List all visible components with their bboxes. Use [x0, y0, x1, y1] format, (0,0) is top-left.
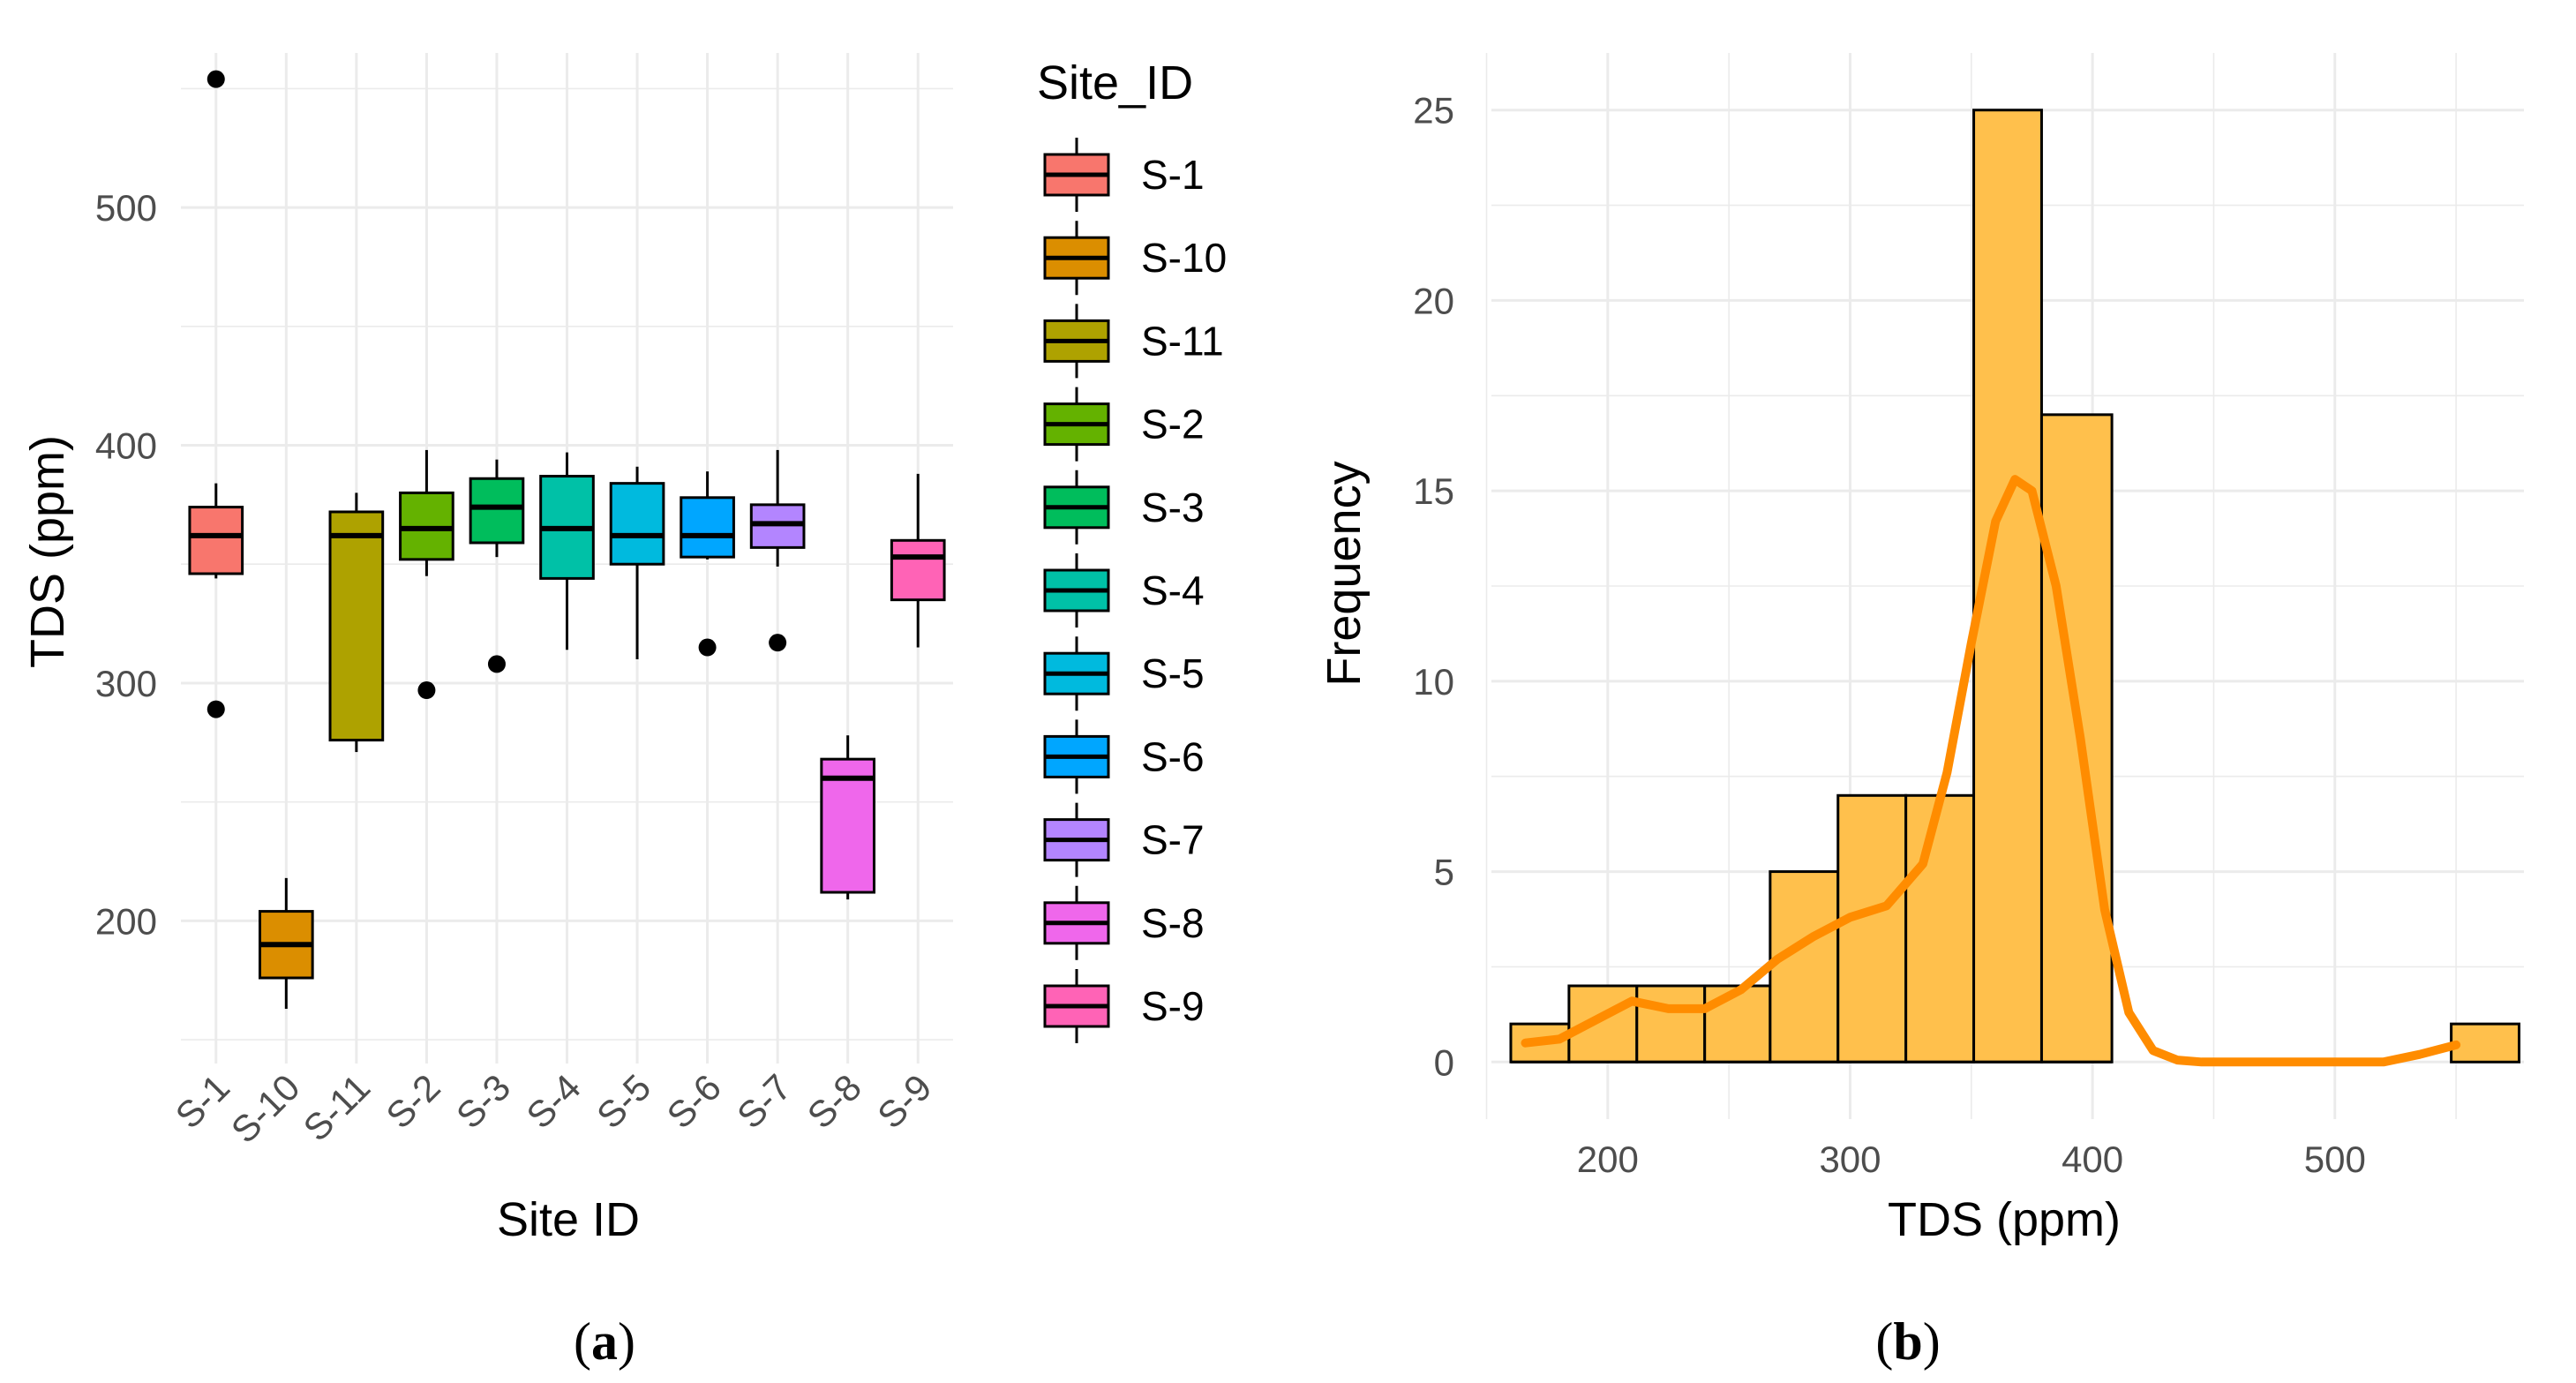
box-iqr	[609, 482, 665, 566]
outlier-point	[417, 681, 436, 700]
legend-label: S-1	[1141, 152, 1205, 198]
histogram-panel: 0 5 10 15 20 25 200 300 400 500 TDS (ppm) Freque…	[1318, 53, 2524, 1246]
y-tick-label: 10	[1413, 661, 1454, 703]
box-s-2	[399, 449, 454, 700]
boxplot-x-ticks: S-1S-10S-11 S-2 S-3 S-4 S-5 S-6 S-7 S-8 S-9	[168, 1066, 940, 1151]
legend-label: S-5	[1141, 650, 1205, 696]
box-s-4	[539, 452, 595, 650]
histogram-bar	[1703, 984, 1772, 1064]
histogram-x-axis-title: TDS (ppm)	[1888, 1193, 2121, 1246]
outlier-point	[207, 700, 225, 718]
box-iqr	[469, 477, 525, 545]
boxplot-y-ticks: 200 300 400 500	[95, 187, 157, 942]
x-tick-label: S-9	[869, 1066, 939, 1136]
x-tick-label: S-6	[659, 1066, 729, 1136]
density-line	[1521, 475, 2461, 1067]
y-tick-label: 0	[1434, 1041, 1454, 1083]
box-s-9	[890, 473, 946, 648]
box-s-3	[469, 459, 525, 673]
legend-label: S-2	[1141, 402, 1205, 447]
y-tick-label: 15	[1413, 470, 1454, 512]
box-iqr	[328, 510, 385, 742]
legend-item-s-6: S-6	[1043, 719, 1205, 794]
histogram-bar	[1836, 793, 1908, 1064]
box-s-10	[258, 877, 314, 1010]
y-tick-label: 20	[1413, 280, 1454, 321]
x-tick-label: 400	[2062, 1139, 2123, 1180]
box-s-7	[749, 449, 806, 652]
box-s-11	[328, 492, 385, 753]
boxplot-x-axis-title: Site ID	[497, 1193, 640, 1246]
legend-item-s-4: S-4	[1043, 553, 1205, 628]
outlier-point	[207, 70, 225, 88]
y-tick-label: 200	[95, 900, 157, 942]
y-tick-label: 5	[1434, 852, 1454, 893]
x-tick-label: S-2	[378, 1066, 447, 1136]
legend-item-s-3: S-3	[1043, 470, 1205, 545]
boxplot-y-axis-title: TDS (ppm)	[21, 435, 74, 668]
legend-label: S-11	[1141, 318, 1224, 364]
y-tick-label: 300	[95, 663, 157, 704]
x-tick-label: 300	[1819, 1139, 1881, 1180]
legend-item-s-5: S-5	[1043, 636, 1205, 711]
legend-label: S-6	[1141, 733, 1205, 779]
box-iqr	[188, 506, 244, 575]
box-iqr	[680, 496, 735, 559]
histogram-x-ticks: 200 300 400 500	[1577, 1139, 2366, 1180]
panel-label-a: (a)	[574, 1312, 635, 1371]
boxplot-legend: Site_ID S-1 S-10 S-11 S-2 S-3 S-4 S-5 S-6 S-7 S-8…	[1037, 56, 1227, 1043]
y-tick-label: 400	[95, 425, 157, 467]
histogram-bar	[1769, 870, 1840, 1064]
box-iqr	[890, 538, 946, 602]
y-tick-label: 500	[95, 187, 157, 229]
panel-label-b: (b)	[1875, 1312, 1940, 1371]
boxplot-boxes	[188, 70, 946, 1010]
legend-item-s-2: S-2	[1043, 387, 1205, 462]
histogram-bar	[2450, 1022, 2521, 1064]
legend-item-s-9: S-9	[1043, 969, 1205, 1043]
y-tick-label: 25	[1413, 90, 1454, 132]
histogram-bar	[1904, 793, 1976, 1064]
legend-label: S-3	[1141, 485, 1205, 530]
legend-item-s-8: S-8	[1043, 885, 1205, 960]
legend-label: S-7	[1141, 817, 1205, 863]
x-tick-label: S-11	[295, 1066, 378, 1149]
legend-label: S-10	[1141, 235, 1227, 281]
box-s-6	[680, 471, 735, 657]
histogram-y-axis-title: Frequency	[1318, 461, 1371, 686]
outlier-point	[487, 655, 506, 673]
x-tick-label: S-7	[729, 1066, 799, 1136]
legend-label: S-4	[1141, 567, 1205, 613]
box-s-5	[609, 466, 665, 659]
legend-label: S-9	[1141, 983, 1205, 1029]
x-tick-label: 500	[2304, 1139, 2366, 1180]
legend-item-s-7: S-7	[1043, 802, 1205, 877]
x-tick-label: S-5	[589, 1066, 658, 1136]
x-tick-label: S-8	[800, 1066, 869, 1136]
box-iqr	[820, 757, 876, 894]
x-tick-label: S-3	[448, 1066, 518, 1136]
histogram-y-ticks: 0 5 10 15 20 25	[1413, 90, 1454, 1084]
x-tick-label: 200	[1577, 1139, 1639, 1180]
outlier-point	[698, 638, 717, 657]
x-tick-label: S-4	[518, 1066, 588, 1136]
x-tick-label: S-10	[223, 1066, 308, 1151]
box-s-1	[188, 70, 244, 718]
legend-title: Site_ID	[1037, 56, 1193, 109]
legend-item-s-1: S-1	[1043, 138, 1205, 212]
legend-label: S-8	[1141, 900, 1205, 946]
outlier-point	[769, 634, 787, 652]
legend-item-s-11: S-11	[1043, 304, 1224, 379]
legend-item-s-10: S-10	[1043, 221, 1227, 296]
box-s-8	[820, 735, 876, 900]
histogram-bar	[1635, 984, 1707, 1064]
